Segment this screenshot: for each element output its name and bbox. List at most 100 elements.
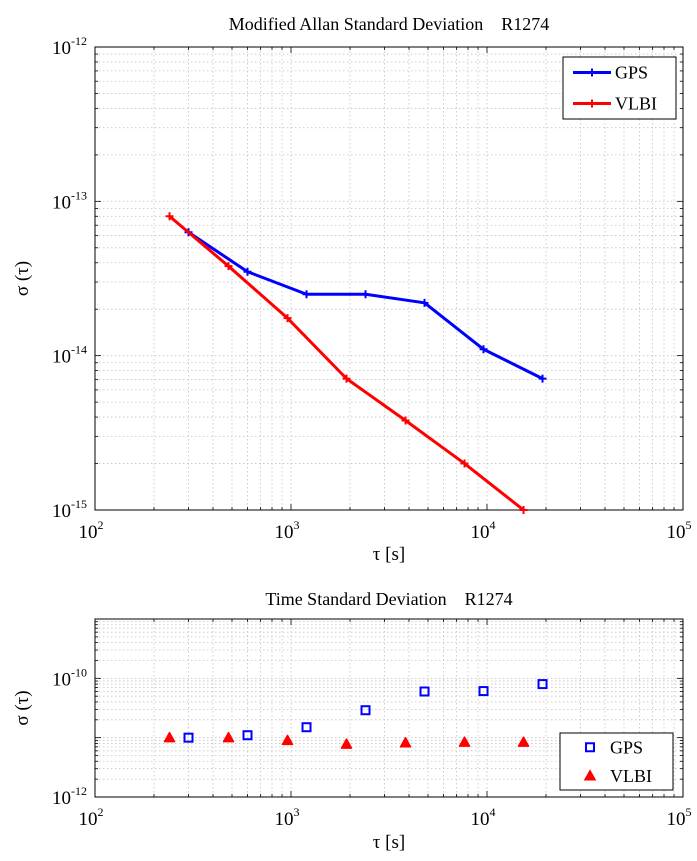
legend-label: VLBI (610, 766, 652, 786)
x-tick-label-base: 10 (79, 809, 98, 830)
x-tick-label: 102 (79, 518, 104, 543)
data-point (283, 314, 292, 323)
x-tick-label-base: 10 (79, 522, 98, 543)
y-tick-label-base: 10 (52, 788, 71, 809)
plot-area (95, 47, 683, 510)
data-point (460, 459, 469, 468)
legend-marker (588, 99, 596, 108)
grid (95, 47, 683, 510)
y-tick-label-base: 10 (52, 38, 71, 59)
x-tick-label-exponent: 3 (294, 518, 300, 532)
y-tick-label-base: 10 (52, 347, 71, 368)
x-tick-label-exponent: 4 (490, 518, 496, 532)
y-tick-label: 10-13 (52, 188, 87, 213)
x-tick-label: 104 (471, 518, 496, 543)
data-point (478, 686, 489, 697)
legend-item-gps: GPS (585, 737, 643, 757)
y-tick-label: 10-10 (52, 665, 87, 690)
legend-label: GPS (615, 63, 648, 83)
x-tick-label-base: 10 (471, 809, 490, 830)
data-point (419, 686, 430, 697)
series-vlbi (163, 731, 530, 749)
data-point (360, 705, 371, 716)
data-point (222, 731, 235, 743)
x-tick-label-exponent: 2 (98, 805, 104, 819)
legend-box (562, 56, 677, 120)
x-tick-label-base: 10 (667, 522, 686, 543)
x-axis-label: τ [s] (373, 544, 405, 565)
x-tick-label-exponent: 4 (490, 805, 496, 819)
data-point (420, 298, 429, 307)
legend-item-vlbi: VLBI (573, 94, 657, 114)
data-point (342, 374, 351, 383)
y-tick-label-base: 10 (52, 192, 71, 213)
y-tick-label-exponent: -10 (71, 665, 87, 679)
data-point (399, 737, 412, 748)
legend-box (559, 732, 674, 791)
x-tick-label-exponent: 5 (686, 518, 692, 532)
legend: GPS VLBI (562, 56, 677, 120)
legend-marker (588, 68, 596, 77)
series-gps (183, 679, 548, 743)
data-point (340, 738, 353, 749)
y-tick-label: 10-15 (52, 497, 87, 522)
x-tick-label-exponent: 3 (294, 805, 300, 819)
x-tick-label-exponent: 5 (686, 805, 692, 819)
x-tick-label: 103 (275, 518, 300, 543)
data-point (243, 267, 252, 276)
legend-label: VLBI (615, 94, 657, 114)
y-tick-label-exponent: -15 (71, 497, 87, 511)
x-axis-label: τ [s] (373, 832, 405, 853)
series-gps (184, 228, 547, 383)
x-tick-label-base: 10 (471, 522, 490, 543)
x-tick-label: 103 (275, 805, 300, 830)
data-point (242, 730, 253, 741)
y-tick-label-base: 10 (52, 669, 71, 690)
legend: GPS VLBI (559, 732, 674, 791)
x-tick-label-exponent: 2 (98, 518, 104, 532)
allan-deviation-chart: 102 103 104 10510-1510-1410-1310-12Modified… (12, 14, 692, 565)
y-axis-label: σ (τ) (12, 690, 33, 725)
data-point (479, 345, 488, 354)
legend-item-vlbi: VLBI (583, 766, 652, 786)
x-tick-label: 105 (667, 518, 692, 543)
data-point (361, 290, 370, 299)
y-tick-label-exponent: -12 (71, 784, 87, 798)
data-point (301, 722, 312, 733)
x-tick-label-base: 10 (275, 809, 294, 830)
x-tick-label-base: 10 (667, 809, 686, 830)
data-point (538, 374, 547, 383)
axes-frame (94, 46, 684, 511)
data-point (537, 679, 548, 690)
y-tick-label-exponent: -12 (71, 34, 87, 48)
x-tick-label: 104 (471, 805, 496, 830)
data-point (165, 212, 174, 221)
data-point (517, 736, 530, 747)
x-tick-label-base: 10 (275, 522, 294, 543)
data-point (519, 506, 528, 514)
legend-marker (585, 742, 595, 753)
data-point (458, 736, 471, 747)
legend-marker (583, 769, 597, 781)
axes-frame (94, 618, 684, 798)
y-axis-label: σ (τ) (12, 261, 33, 296)
data-point (281, 734, 294, 746)
y-tick-label: 10-12 (52, 34, 87, 59)
chart-title: Time Standard Deviation R1274 (265, 589, 512, 609)
data-point (183, 732, 194, 743)
chart-title: Modified Allan Standard Deviation R1274 (229, 14, 549, 34)
series-vlbi (165, 212, 528, 514)
x-tick-label: 102 (79, 805, 104, 830)
y-tick-label: 10-14 (52, 343, 87, 368)
legend-item-gps: GPS (573, 63, 648, 83)
y-tick-label-base: 10 (52, 501, 71, 522)
data-point (163, 731, 176, 743)
data-point (401, 416, 410, 425)
legend-label: GPS (610, 737, 643, 757)
y-tick-label-exponent: -13 (71, 188, 87, 202)
data-point (302, 290, 311, 299)
y-tick-label-exponent: -14 (71, 343, 87, 357)
x-tick-label: 105 (667, 805, 692, 830)
